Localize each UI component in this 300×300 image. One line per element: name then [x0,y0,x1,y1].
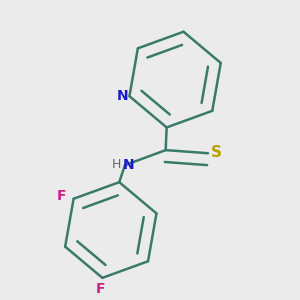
Text: F: F [96,282,106,296]
Text: H: H [112,158,121,171]
Text: S: S [211,145,222,160]
Text: F: F [57,189,66,203]
Text: N: N [117,88,128,103]
Text: N: N [123,158,134,172]
